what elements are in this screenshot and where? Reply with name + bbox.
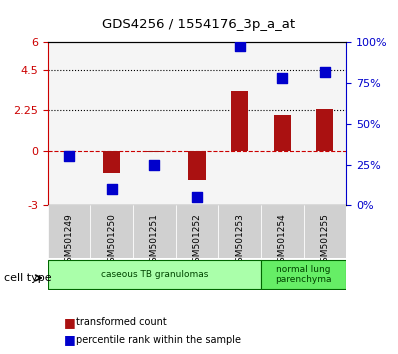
Text: GSM501255: GSM501255 bbox=[320, 213, 330, 268]
Point bbox=[66, 154, 72, 159]
Bar bbox=[189, 151, 205, 180]
FancyBboxPatch shape bbox=[48, 260, 261, 289]
Text: ■: ■ bbox=[64, 333, 76, 346]
Text: transformed count: transformed count bbox=[76, 317, 166, 327]
Point bbox=[279, 75, 285, 81]
Bar bbox=[274, 115, 291, 151]
Text: GSM501252: GSM501252 bbox=[193, 213, 201, 268]
Point bbox=[236, 43, 243, 48]
FancyBboxPatch shape bbox=[133, 205, 176, 258]
Text: normal lung
parenchyma: normal lung parenchyma bbox=[275, 265, 332, 284]
Text: GSM501251: GSM501251 bbox=[150, 213, 159, 268]
Point bbox=[109, 186, 115, 192]
Bar bbox=[231, 91, 248, 151]
Text: GSM501250: GSM501250 bbox=[107, 213, 116, 268]
Text: caseous TB granulomas: caseous TB granulomas bbox=[101, 270, 208, 279]
FancyBboxPatch shape bbox=[261, 260, 346, 289]
Point bbox=[151, 162, 158, 167]
FancyBboxPatch shape bbox=[176, 205, 219, 258]
FancyBboxPatch shape bbox=[90, 205, 133, 258]
Text: ■: ■ bbox=[64, 316, 76, 329]
Bar bbox=[103, 151, 120, 173]
FancyBboxPatch shape bbox=[304, 205, 346, 258]
Text: GSM501254: GSM501254 bbox=[278, 213, 287, 268]
Text: cell type: cell type bbox=[4, 273, 52, 283]
Text: percentile rank within the sample: percentile rank within the sample bbox=[76, 335, 241, 345]
Point bbox=[194, 194, 200, 200]
FancyBboxPatch shape bbox=[219, 205, 261, 258]
Point bbox=[322, 69, 328, 75]
Text: GSM501253: GSM501253 bbox=[235, 213, 244, 268]
Bar bbox=[146, 151, 163, 152]
Text: GSM501249: GSM501249 bbox=[64, 213, 74, 268]
FancyBboxPatch shape bbox=[48, 205, 90, 258]
Text: GDS4256 / 1554176_3p_a_at: GDS4256 / 1554176_3p_a_at bbox=[102, 18, 296, 31]
FancyBboxPatch shape bbox=[261, 205, 304, 258]
Bar bbox=[316, 109, 334, 151]
